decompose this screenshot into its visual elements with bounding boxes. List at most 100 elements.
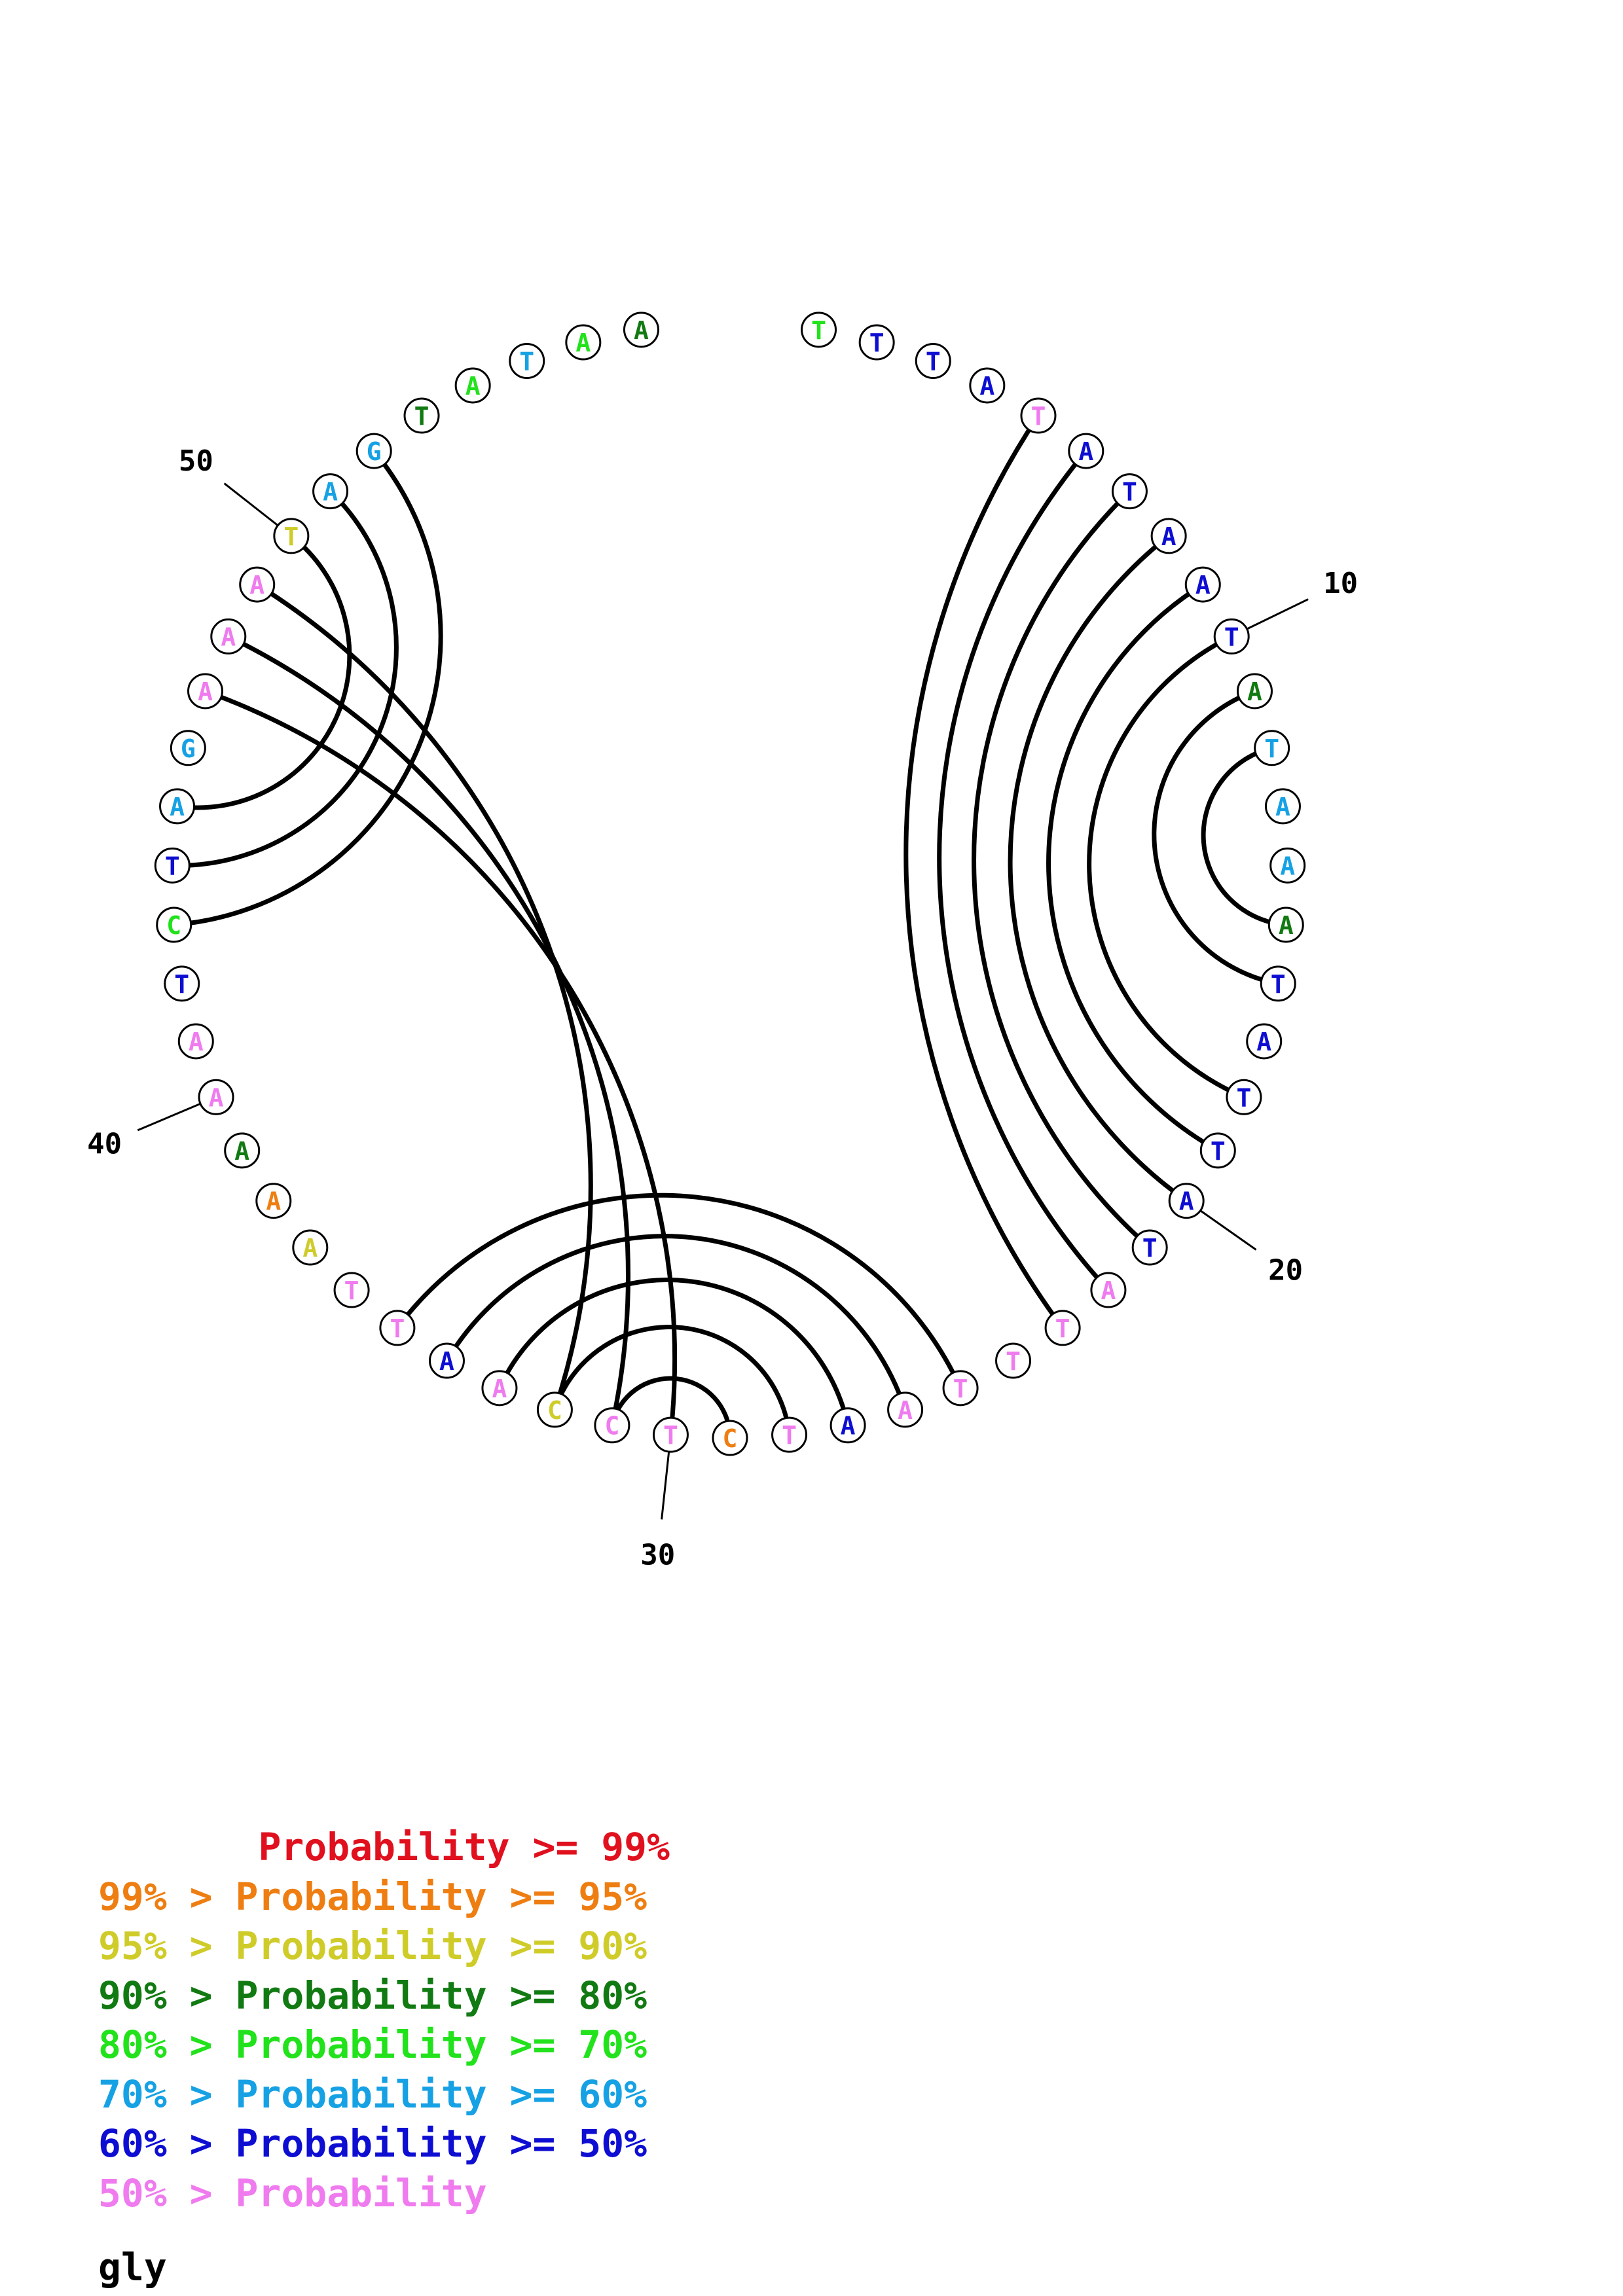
nucleotide-4: A xyxy=(969,367,1006,404)
nucleotide-letter: A xyxy=(439,1347,454,1376)
nucleotide-circle xyxy=(995,1342,1032,1379)
nucleotide-letter: A xyxy=(1195,571,1211,600)
pair-arc-12-15 xyxy=(1201,745,1286,927)
nucleotide-letter: G xyxy=(367,437,382,466)
nucleotide-letter: C xyxy=(166,911,181,940)
nucleotide-30: T xyxy=(652,1416,689,1453)
pair-arc-30-47 xyxy=(204,689,678,1435)
nucleotide-letter: A xyxy=(575,329,591,357)
pair-arc-9-19 xyxy=(1046,583,1219,1153)
nucleotide-letter: T xyxy=(165,852,180,880)
nucleotide-52: G xyxy=(356,433,392,469)
nucleotide-48: A xyxy=(210,618,247,655)
nucleotide-25: T xyxy=(942,1370,979,1407)
nucleotide-letter: T xyxy=(1006,1347,1021,1376)
nucleotide-circle xyxy=(292,1229,329,1266)
nucleotide-letter: C xyxy=(547,1396,562,1425)
nucleotide-39: A xyxy=(224,1132,261,1169)
nucleotide-51: A xyxy=(312,473,349,510)
nucleotide-28: T xyxy=(771,1416,808,1453)
nucleotide-circle xyxy=(273,518,310,554)
nucleotide-letter: A xyxy=(302,1234,318,1263)
nucleotide-37: A xyxy=(292,1229,329,1266)
nucleotide-53: T xyxy=(403,397,440,434)
nucleotide-circle xyxy=(1269,847,1306,884)
legend-row-80-90: 90% > Probability >= 80% xyxy=(98,1971,670,2021)
legend-row-90-95: 95% > Probability >= 90% xyxy=(98,1922,670,1971)
nucleotide-38: A xyxy=(255,1183,292,1219)
pair-arc-32-49 xyxy=(255,583,593,1410)
pair-arc-6-22 xyxy=(937,449,1110,1292)
nucleotide-circle xyxy=(594,1407,630,1444)
nucleotide-circle xyxy=(1260,965,1296,1002)
nucleotide-ring: T TTATATAATATAAATATTATATTTAATCTCCAATTAAAA… xyxy=(154,312,1306,1456)
nucleotide-19: T xyxy=(1199,1132,1236,1169)
pair-arc-26-34 xyxy=(445,1234,907,1411)
nucleotide-6: A xyxy=(1068,433,1104,469)
legend-row-60-70: 70% > Probability >= 60% xyxy=(98,2070,670,2120)
tick-label-30: 30 xyxy=(640,1539,675,1572)
nucleotide-circle xyxy=(1236,673,1273,709)
nucleotide-circle xyxy=(1264,788,1301,825)
pair-arc-43-52 xyxy=(173,449,443,927)
nucleotide-circle xyxy=(379,1310,416,1346)
nucleotide-letter: A xyxy=(1247,677,1262,706)
nucleotide-letter: A xyxy=(1161,522,1176,551)
nucleotide-circle xyxy=(164,965,200,1002)
nucleotide-26: A xyxy=(887,1391,924,1428)
nucleotide-circle xyxy=(1184,566,1221,603)
nucleotide-letter: T xyxy=(869,329,884,357)
nucleotide-16: T xyxy=(1260,965,1296,1002)
nucleotide-32: C xyxy=(536,1391,573,1428)
legend-prefix: 60% > xyxy=(98,2121,236,2166)
nucleotide-24: T xyxy=(995,1342,1032,1379)
nucleotide-circle xyxy=(312,473,349,510)
nucleotide-circle xyxy=(942,1370,979,1407)
nucleotide-letter: T xyxy=(1122,478,1137,507)
nucleotide-letter: A xyxy=(841,1412,856,1441)
nucleotide-22: A xyxy=(1090,1272,1127,1308)
nucleotide-43: C xyxy=(156,906,192,943)
legend-row-50-60: 60% > Probability >= 50% xyxy=(98,2119,670,2169)
nucleotide-circle xyxy=(1199,1132,1236,1169)
nucleotide-letter: A xyxy=(465,372,481,401)
legend-prefix: 90% > xyxy=(98,1973,236,2018)
nucleotide-50: T xyxy=(273,518,310,554)
nucleotide-45: A xyxy=(159,788,196,825)
nucleotide-21: T xyxy=(1131,1229,1168,1266)
nucleotide-letter: T xyxy=(1271,970,1286,999)
nucleotide-8: A xyxy=(1150,518,1187,554)
nucleotide-33: A xyxy=(481,1370,518,1407)
pair-arc-7-21 xyxy=(972,490,1152,1249)
nucleotide-letter: T xyxy=(519,348,534,376)
nucleotide-circle xyxy=(858,324,895,361)
nucleotide-29: C xyxy=(712,1420,748,1456)
legend-prefix: 70% > xyxy=(98,2072,236,2117)
legend-row-ge99: Probability >= 99% xyxy=(98,1823,670,1873)
nucleotide-circle xyxy=(565,324,602,361)
nucleotide-circle xyxy=(652,1416,689,1453)
tick-label-10: 10 xyxy=(1323,567,1358,600)
nucleotide-letter: A xyxy=(189,1028,204,1056)
nucleotide-34: A xyxy=(428,1342,465,1379)
nucleotide-circle xyxy=(1254,730,1290,766)
nucleotide-circle xyxy=(1168,1183,1205,1219)
nucleotide-letter: A xyxy=(1256,1028,1271,1056)
nucleotide-letter: A xyxy=(1275,793,1290,821)
nucleotide-circle xyxy=(187,673,224,709)
nucleotide-letter: A xyxy=(634,316,649,345)
nucleotide-circle xyxy=(210,618,247,655)
nucleotide-circle xyxy=(255,1183,292,1219)
nucleotide-14: A xyxy=(1269,847,1306,884)
nucleotide-10: T xyxy=(1213,618,1250,655)
nucleotide-letter: A xyxy=(979,372,994,401)
structure-caption: gly xyxy=(98,2245,167,2289)
nucleotide-17: A xyxy=(1246,1023,1283,1060)
nucleotide-circle xyxy=(1020,397,1057,434)
nucleotide-circle xyxy=(154,847,191,884)
legend-prefix: 99% > xyxy=(98,1874,236,1919)
nucleotide-circle xyxy=(887,1391,924,1428)
base-pair-arcs xyxy=(172,414,1286,1439)
legend-text: Probability >= 80% xyxy=(235,1973,647,2018)
